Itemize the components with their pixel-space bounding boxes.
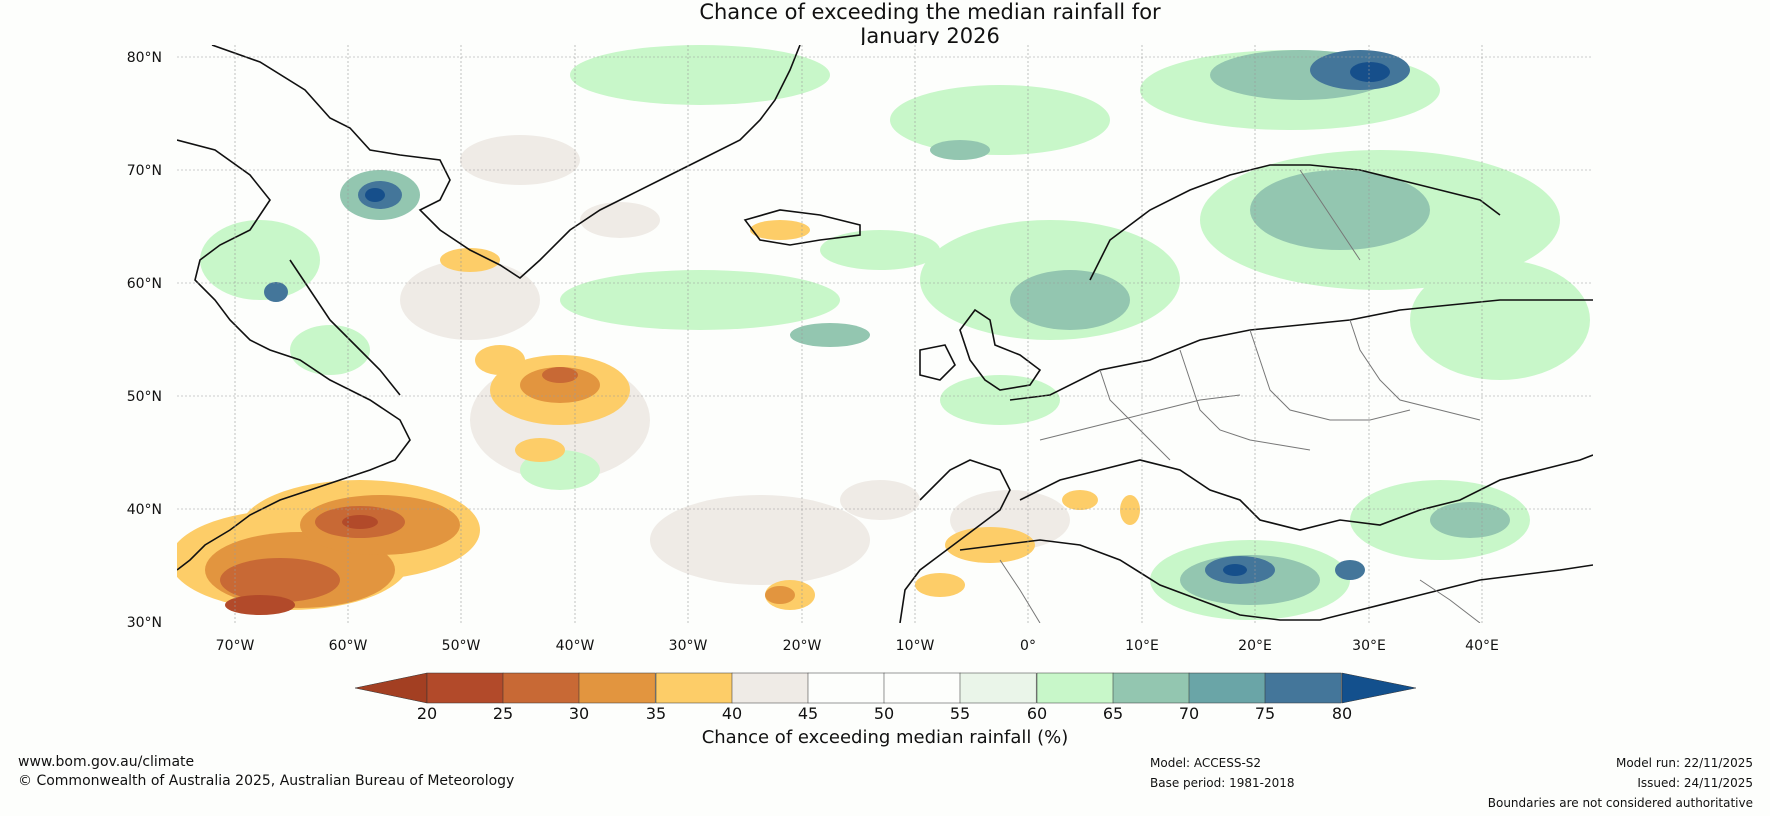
iberia-coastline <box>899 459 1011 623</box>
longitude-labels: 70°W 60°W 50°W 40°W 30°W 20°W 10°W 0° 10… <box>216 638 1499 654</box>
lon-label-0: 0° <box>1020 638 1036 654</box>
greenland-coastline <box>211 45 801 280</box>
lat-label-60n: 60°N <box>127 276 162 292</box>
border-1 <box>1099 369 1171 461</box>
country-borders <box>999 169 1481 623</box>
ireland-coastline <box>919 344 956 381</box>
border-5 <box>1039 394 1241 441</box>
colorbar-swatch-25-30 <box>502 672 580 704</box>
border-7 <box>1419 579 1481 623</box>
lon-label-40e: 40°E <box>1465 638 1499 654</box>
lat-label-40n: 40°N <box>127 502 162 518</box>
lon-label-70w: 70°W <box>216 638 255 654</box>
mediterranean-north-coastline <box>1019 454 1593 531</box>
colorbar-tick-25: 25 <box>493 704 513 723</box>
footer-disclaimer: Boundaries are not considered authoritat… <box>1487 796 1753 810</box>
iceland-coastline <box>743 209 861 246</box>
colorbar-swatch-35-40 <box>655 672 733 704</box>
colorbar-swatch-50-55 <box>883 672 961 704</box>
lat-label-50n: 50°N <box>127 389 162 405</box>
border-6 <box>1299 169 1361 261</box>
europe-north-coastline <box>1009 299 1593 401</box>
colorbar-swatch-20-25 <box>426 672 504 704</box>
footer-base-period: Base period: 1981-2018 <box>1150 776 1295 790</box>
border-4 <box>1349 319 1481 421</box>
colorbar-tick-75: 75 <box>1255 704 1275 723</box>
colorbar-tick-70: 70 <box>1179 704 1199 723</box>
latitude-labels: 80°N 70°N 60°N 50°N 40°N 30°N <box>127 50 162 631</box>
map-panel <box>177 45 1593 623</box>
colorbar-tick-35: 35 <box>646 704 666 723</box>
lon-label-50w: 50°W <box>442 638 481 654</box>
lon-label-60w: 60°W <box>329 638 368 654</box>
footer-model: Model: ACCESS-S2 <box>1150 756 1262 770</box>
colorbar-ticks: 20 25 30 35 40 45 50 55 60 65 70 75 80 <box>417 704 1352 723</box>
border-8 <box>999 559 1041 623</box>
colorbar-tick-20: 20 <box>417 704 437 723</box>
lon-label-10e: 10°E <box>1125 638 1159 654</box>
lon-label-20w: 20°W <box>783 638 822 654</box>
map-title-line-1: Chance of exceeding the median rainfall … <box>699 0 1161 24</box>
footer-issued: Issued: 24/11/2025 <box>1637 776 1753 790</box>
colorbar: 20 25 30 35 40 45 50 55 60 65 70 75 80 <box>354 672 1417 723</box>
map-title: Chance of exceeding the median rainfall … <box>0 0 1770 48</box>
labrador-coastline <box>289 259 401 396</box>
colorbar-high-extend <box>1341 672 1417 704</box>
border-2 <box>1179 349 1311 451</box>
lat-label-70n: 70°N <box>127 163 162 179</box>
colorbar-swatch-70-75 <box>1188 672 1266 704</box>
probability-above-80-regions <box>365 62 1390 576</box>
colorbar-swatch-30-35 <box>578 672 656 704</box>
footer-website[interactable]: www.bom.gov.au/climate <box>18 754 195 770</box>
lon-label-40w: 40°W <box>556 638 595 654</box>
colorbar-swatch-40-45 <box>731 672 809 704</box>
colorbar-low-extend <box>354 672 428 704</box>
border-3 <box>1249 329 1411 421</box>
lat-label-30n: 30°N <box>127 615 162 631</box>
lon-label-10w: 10°W <box>896 638 935 654</box>
colorbar-tick-55: 55 <box>950 704 970 723</box>
lat-label-80n: 80°N <box>127 50 162 66</box>
colorbar-tick-30: 30 <box>569 704 589 723</box>
colorbar-tick-45: 45 <box>798 704 818 723</box>
graticule <box>177 45 1593 623</box>
colorbar-tick-80: 80 <box>1332 704 1352 723</box>
colorbar-swatch-55-60 <box>959 672 1037 704</box>
north-america-coastline <box>177 139 411 571</box>
colorbar-tick-60: 60 <box>1027 704 1047 723</box>
scandinavia-coastline <box>1089 164 1501 281</box>
north-africa-coastline <box>959 539 1593 621</box>
colorbar-tick-50: 50 <box>874 704 894 723</box>
great-britain-coastline <box>959 308 1042 391</box>
colorbar-swatch-75-80 <box>1264 672 1342 704</box>
lon-label-20e: 20°E <box>1238 638 1272 654</box>
lon-label-30e: 30°E <box>1352 638 1386 654</box>
colorbar-swatch-45-50 <box>807 672 885 704</box>
footer-model-run: Model run: 22/11/2025 <box>1615 756 1753 770</box>
colorbar-tick-65: 65 <box>1103 704 1123 723</box>
colorbar-swatch-60-65 <box>1036 672 1114 704</box>
map-title-line-2: January 2026 <box>860 24 1000 48</box>
lon-label-30w: 30°W <box>669 638 708 654</box>
rainfall-probability-layer <box>177 45 1593 623</box>
coastlines <box>177 45 1593 623</box>
colorbar-tick-40: 40 <box>722 704 742 723</box>
footer-copyright: © Commonwealth of Australia 2025, Austra… <box>18 773 515 789</box>
colorbar-swatches <box>426 672 1342 704</box>
probability-below-25-regions <box>225 515 378 615</box>
colorbar-swatch-65-70 <box>1112 672 1190 704</box>
colorbar-label: Chance of exceeding median rainfall (%) <box>701 727 1069 748</box>
